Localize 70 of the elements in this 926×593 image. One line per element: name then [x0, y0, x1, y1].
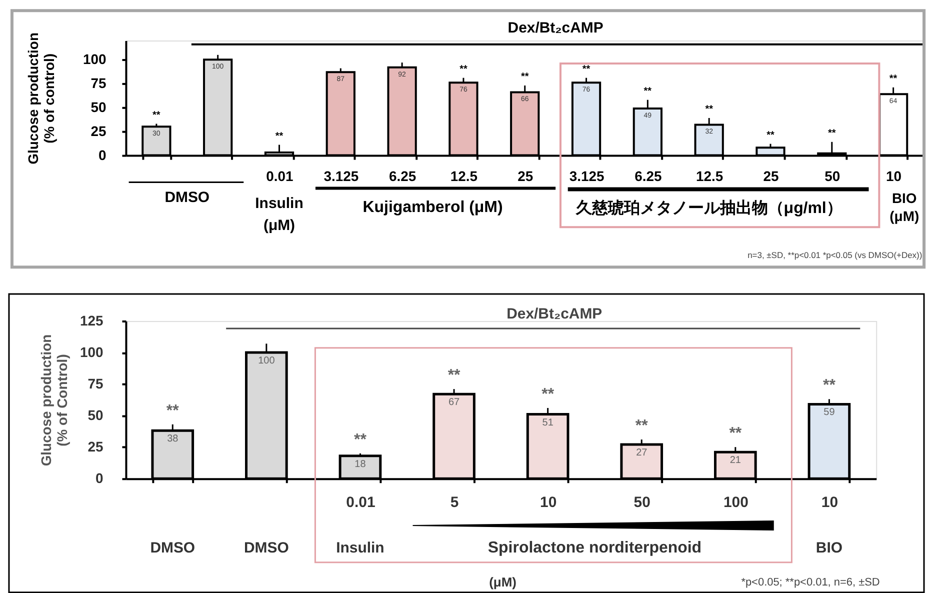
- x-tick-label: 3.125: [324, 168, 359, 184]
- x-tick-label: 0.01: [346, 494, 376, 512]
- x-tick-label: 12.5: [450, 168, 478, 184]
- annotation: **: [729, 425, 742, 442]
- y-tick-label: 0: [96, 470, 104, 486]
- annotation: **: [635, 418, 649, 435]
- data-label: 51: [542, 417, 554, 428]
- x-tick-label: 10: [886, 168, 902, 184]
- y-tick-label: 75: [90, 75, 106, 92]
- text: Insulin: [336, 539, 384, 556]
- annotation: **: [166, 402, 180, 420]
- annotation: **: [354, 431, 368, 448]
- text: Kujigamberol (μM): [362, 199, 503, 216]
- text: DMSO: [244, 539, 289, 556]
- text: Insulin (μM): [255, 195, 304, 234]
- text: *p<0.05; **p<0.01, n=6, ±SD: [741, 576, 880, 588]
- annotation: **: [705, 104, 714, 116]
- text: BIO (μM): [890, 190, 920, 224]
- annotation: **: [152, 110, 160, 121]
- annotation: **: [460, 64, 468, 75]
- text: (μM): [489, 574, 516, 590]
- y-tick-label: 50: [88, 407, 104, 424]
- y-tick-label: 75: [88, 376, 104, 392]
- y-tick-label: 100: [82, 51, 107, 68]
- x-tick-label: 3.125: [569, 168, 604, 184]
- y-tick-label: 25: [88, 438, 104, 455]
- x-tick-label: 6.25: [634, 168, 662, 184]
- annotation: **: [823, 377, 836, 394]
- data-label: 18: [354, 458, 366, 470]
- data-label: 59: [824, 407, 836, 418]
- annotation: **: [644, 86, 652, 97]
- y-tick-label: 25: [90, 122, 106, 139]
- text: DMSO: [150, 539, 196, 556]
- data-label: 67: [448, 397, 460, 408]
- x-tick-label: 50: [824, 168, 840, 184]
- annotation: **: [889, 73, 898, 84]
- annotation: **: [448, 367, 462, 384]
- x-tick-label: 6.25: [388, 168, 416, 184]
- x-tick-label: 100: [723, 494, 748, 512]
- y-axis-title: Glucose production (% of Control): [38, 334, 70, 466]
- x-tick-label: 50: [634, 494, 650, 512]
- x-tick-label: 0.01: [266, 168, 294, 184]
- annotation: **: [766, 130, 774, 141]
- text: BIO: [816, 539, 843, 556]
- x-tick-label: 5: [450, 494, 459, 512]
- data-label: 27: [636, 448, 648, 459]
- text: n=3, ±SD, **p<0.01 *p<0.05 (vs DMSO(+Dex)): [748, 250, 922, 260]
- y-axis-title: Glucose production (% of control): [25, 32, 58, 164]
- x-tick-label: 12.5: [696, 168, 724, 184]
- annotation: **: [542, 386, 555, 403]
- y-tick-label: 50: [90, 98, 106, 115]
- annotation: **: [828, 128, 836, 139]
- x-tick-label: 10: [821, 494, 838, 512]
- x-tick-label: 25: [518, 168, 534, 184]
- x-tick-label: 25: [763, 168, 779, 184]
- y-tick-label: 0: [98, 146, 107, 163]
- text: 久慈琥珀メタノール抽出物（μg/ml）: [574, 199, 842, 218]
- y-tick-label: 100: [80, 344, 104, 360]
- data-label: 38: [167, 434, 179, 445]
- data-label: 100: [258, 355, 276, 366]
- x-tick-label: 10: [540, 494, 557, 512]
- ref-line-label: Dex/Bt₂cAMP: [508, 19, 604, 36]
- text: DMSO: [164, 189, 210, 206]
- data-label: 21: [730, 455, 742, 466]
- ref-line-label: Dex/Bt₂cAMP: [506, 306, 602, 323]
- annotation: **: [275, 130, 284, 142]
- y-tick-label: 125: [80, 312, 104, 328]
- annotation: **: [520, 72, 529, 83]
- text: Spirolactone norditerpenoid: [488, 539, 702, 556]
- annotation: **: [582, 64, 590, 75]
